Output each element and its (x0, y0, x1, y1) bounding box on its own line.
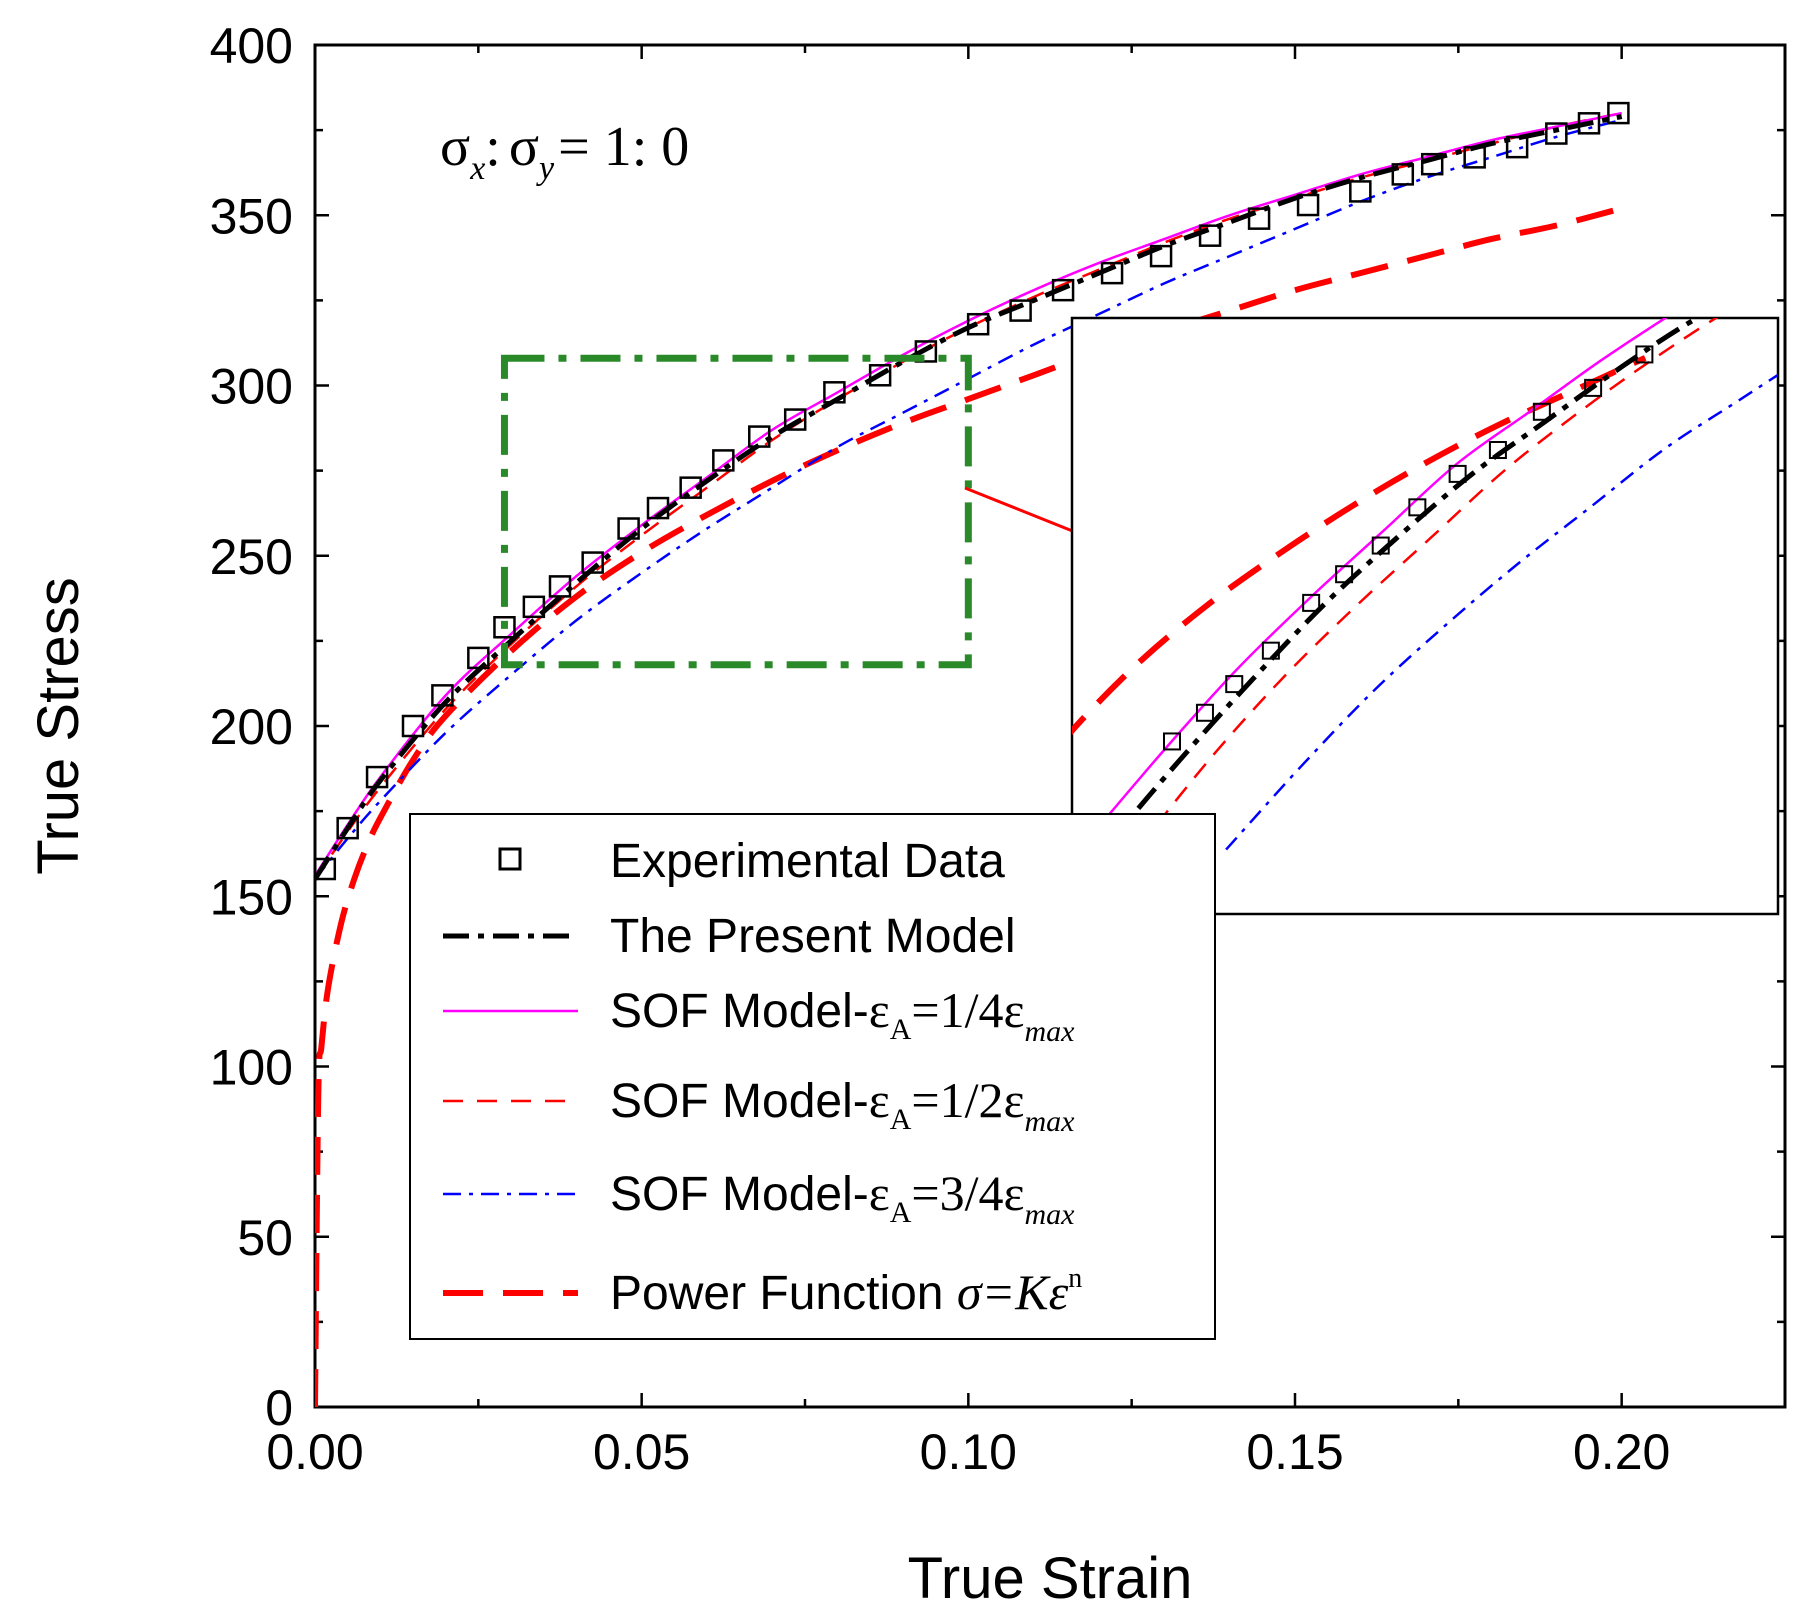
experimental-data-point (1420, 152, 1444, 176)
experimental-data-point (1149, 244, 1173, 268)
experimental-markers (313, 101, 1630, 881)
experimental-data-point (1198, 224, 1222, 247)
inset-experimental-point (1448, 464, 1467, 483)
legend-label-sof-quarter: SOF Model-εA=1/4εmax (610, 982, 1075, 1048)
zoom-inset-series (1072, 318, 1778, 851)
experimental-data-point (365, 765, 389, 789)
experimental-data-point (522, 595, 546, 619)
legend-label-present-model: The Present Model (610, 910, 1016, 963)
experimental-data-point (966, 312, 990, 336)
experimental-data-point (313, 857, 337, 881)
y-tick-label: 100 (210, 1040, 293, 1096)
experimental-data-point (1051, 278, 1075, 302)
experimental-data-point (1545, 122, 1568, 145)
experimental-data-point (1296, 193, 1320, 217)
inset-experimental-point (1225, 675, 1244, 694)
y-axis-title: True Stress (26, 577, 91, 875)
inset-series-line (1072, 355, 1647, 736)
experimental-data-point (467, 646, 490, 670)
inset-experimental-point (1584, 378, 1603, 397)
x-axis-title: True Strain (908, 1546, 1193, 1611)
experimental-data-point (581, 551, 604, 574)
inset-experimental-point (1302, 593, 1321, 612)
y-tick-label: 300 (210, 359, 293, 415)
inset-experimental-point (1163, 732, 1181, 751)
y-tick-labels: 0 50 100 150 200 250 300 350 400 (210, 18, 293, 1436)
y-tick-label: 50 (237, 1210, 293, 1266)
inset-series-line (1225, 373, 1778, 851)
legend-box (409, 813, 1216, 1340)
inset-experimental-point (1488, 441, 1507, 459)
inset-experimental-point (1371, 536, 1390, 555)
inset-experimental-point (1532, 402, 1551, 421)
experimental-data-point (1391, 163, 1415, 186)
experimental-data-point (748, 425, 771, 448)
experimental-data-point (401, 714, 425, 738)
x-tick-label: 0.15 (1246, 1424, 1343, 1480)
x-tick-label: 0.00 (266, 1424, 363, 1480)
inset-experimental-point (1335, 565, 1354, 584)
series-line (315, 205, 1623, 1407)
legend: Experimental Data The Present Model SOF … (443, 835, 1082, 1320)
x-tick-labels: 0.00 0.05 0.10 0.15 0.20 (266, 1424, 1670, 1480)
y-tick-label: 0 (265, 1380, 293, 1436)
experimental-data-point (914, 340, 938, 363)
experimental-data-point (617, 517, 640, 540)
experimental-data-point (548, 575, 572, 598)
y-tick-label: 400 (210, 18, 293, 74)
legend-label-power-function: Power Function σ=Kεn (610, 1263, 1082, 1320)
legend-label-sof-half: SOF Model-εA=1/2εmax (610, 1072, 1075, 1138)
inset-experimental-point (1635, 345, 1654, 364)
x-tick-label: 0.05 (593, 1424, 690, 1480)
experimental-data-point (783, 408, 807, 431)
experimental-data-point (823, 381, 846, 404)
x-tick-label: 0.10 (920, 1424, 1017, 1480)
experimental-data-point (646, 496, 670, 520)
y-tick-label: 350 (210, 188, 293, 244)
series-line (315, 111, 1622, 877)
zoom-region-box (500, 354, 972, 669)
x-tick-label: 0.20 (1573, 1424, 1670, 1480)
experimental-data-point (493, 616, 516, 639)
experimental-data-point (712, 449, 735, 472)
inset-experimental-point (1261, 641, 1280, 660)
inset-experimental-point (1408, 498, 1427, 517)
y-tick-label: 200 (210, 699, 293, 755)
inset-experimental-point (1195, 703, 1214, 722)
series-line (315, 114, 1623, 881)
experimental-data-point (431, 684, 454, 707)
experimental-data-point (1463, 146, 1486, 169)
legend-label-experimental: Experimental Data (610, 835, 1005, 888)
experimental-data-point (1577, 112, 1601, 135)
stress-ratio-annotation: σx: σy= 1: 0 (440, 116, 689, 187)
experimental-data-point (1009, 299, 1032, 322)
legend-swatch-experimental (498, 847, 522, 871)
experimental-data-point (868, 364, 892, 387)
legend-label-sof-three-quarter: SOF Model-εA=3/4εmax (610, 1165, 1075, 1231)
experimental-data-point (679, 476, 702, 499)
experimental-data-point (336, 816, 359, 840)
y-tick-label: 250 (210, 529, 293, 585)
inset-series-line (1137, 318, 1719, 849)
experimental-data-point (1505, 135, 1529, 159)
experimental-data-point (1607, 101, 1630, 125)
experimental-data-point (1100, 261, 1124, 285)
series-layer (315, 111, 1623, 1407)
y-tick-label: 150 (210, 869, 293, 925)
experimental-data-point (1247, 207, 1271, 230)
experimental-data-point (1349, 180, 1372, 203)
